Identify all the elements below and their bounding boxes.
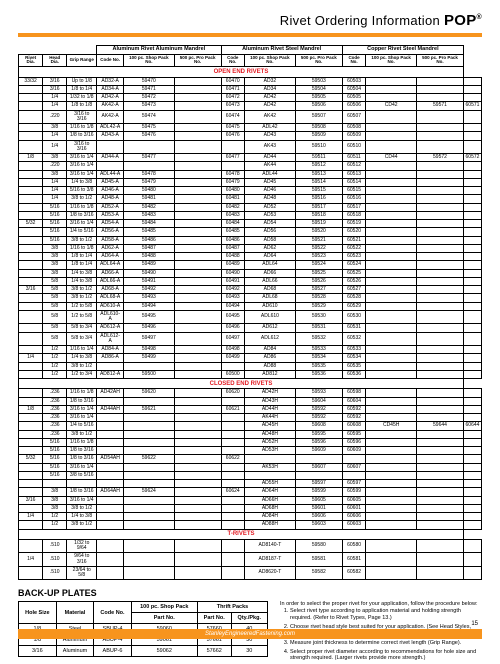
section-header: OPEN END RIVETS: [19, 67, 482, 77]
table-row: 1/23/8 to 1/2AD88H5960360603: [19, 521, 482, 529]
table-row: 5/161/8 to 3/16AD53H5960960609: [19, 447, 482, 455]
table-row: 3/83/16 to 1/4ADL44-A5947860478ADL445951…: [19, 170, 482, 178]
table-row: 3/161/8 to 1/4AD34-A5947160471AD34595046…: [19, 85, 482, 93]
page-header: Rivet Ordering Information POP®: [0, 0, 500, 33]
backup-header-row: Hole Size Material Code No. 100 pc. Shop…: [19, 602, 268, 613]
table-row: 33/323/16Up to 1/8AD32-A5947060470AD3259…: [19, 77, 482, 85]
table-row: 1/41/32 to 1/8AD42-A5947260472AD42595056…: [19, 94, 482, 102]
table-row: 5/85/8 to 3/4AD612-A5949660496AD61259531…: [19, 324, 482, 332]
table-row: .2203/16 to 1/4AK445951260512: [19, 162, 482, 170]
page-number: 15: [471, 621, 478, 627]
table-row: AD55H5959760597: [19, 480, 482, 488]
brand-logo: POP®: [444, 12, 482, 29]
section-header: CLOSED END RIVETS: [19, 379, 482, 389]
table-row: .2361/16 to 1/8AD42AH5962060620AD42H5959…: [19, 389, 482, 397]
table-row: 3/165/83/8 to 1/2AD68-A5949260492AD68595…: [19, 286, 482, 294]
table-row: .2361/8 to 3/16AD43H5960460604: [19, 397, 482, 405]
table-row: 1/8.2363/16 to 1/4AD44AH5962160621AD44H5…: [19, 405, 482, 413]
table-row: 3/16AluminumABUP-6590625766230: [19, 646, 268, 657]
table-row: 1/43/8 to 1/2AD48-A5948160481AD485951660…: [19, 195, 482, 203]
section-header: T-RIVETS: [19, 529, 482, 539]
table-row: 5/325/163/16 to 1/4AD54-A5948460484AD545…: [19, 220, 482, 228]
table-row: 5/325/161/8 to 3/16AD54AH5962260622: [19, 455, 482, 463]
table-row: 1/41/21/4 to 3/8AD84H5960660606: [19, 513, 482, 521]
table-row: 3/81/16 to 1/8ADL42-A5947560475ADL425950…: [19, 124, 482, 132]
table-row: 5/81/2 to 5/8AD610-A5949460494AD61059529…: [19, 302, 482, 310]
table-row: .51023/64 to 5/8AD8620-T5958260582: [19, 566, 482, 580]
table-row: 1/23/8 to 1/2AD885953560535: [19, 362, 482, 370]
table-row: 1/41/8 to 1/8AK42-A5947360473AD425950660…: [19, 102, 482, 110]
table-row: 3/163/83/16 to 1/4AD66H5960560605: [19, 496, 482, 504]
table-row: 5/161/4 to 5/16AD56-A5948560485AD5659520…: [19, 228, 482, 236]
table-row: 3/81/8 to 3/16AD64AH5962460624AD64H59599…: [19, 488, 482, 496]
column-header-row: Rivet Dia.Head Dia.Grip Range Code No.10…: [19, 54, 482, 66]
accent-bar: [18, 33, 482, 37]
backup-title: BACK-UP PLATES: [18, 588, 482, 598]
table-row: 5/163/8 to 1/2AD58-A5948660486AD58595216…: [19, 236, 482, 244]
table-row: 1/45/16 to 3/8AD46-A5948060480AD46595156…: [19, 187, 482, 195]
table-row: 5/83/8 to 1/2ADL68-A5949360493ADL6859528…: [19, 294, 482, 302]
table-row: 5/163/16 to 1/4AK53H5960760607: [19, 463, 482, 471]
table-row: 3/83/8 to 1/2AD68H5960160601: [19, 504, 482, 512]
footer-bar: StanleyEngineeredFastening.com: [18, 629, 482, 639]
table-row: 5/161/16 to 1/8AD52H5959660596: [19, 438, 482, 446]
table-row: 5/81/2 to 5/8ADL610-A5949560495ADL610595…: [19, 310, 482, 324]
group-header-row: Aluminum Rivet Aluminum Mandrel Aluminum…: [19, 46, 482, 55]
table-row: 1/4.5109/64 to 3/16AD8187-T5958160581: [19, 553, 482, 567]
table-row: 3/81/8 to 1/4ADL64-A5948960489ADL6459524…: [19, 261, 482, 269]
note-item: Measure joint thickness to determine cor…: [290, 640, 482, 647]
table-row: 1/43/16 to 3/16AK435951060510: [19, 140, 482, 154]
table-row: 3/81/4 to 3/8AD66-A5949060490AD665952560…: [19, 269, 482, 277]
table-row: 5/163/8 to 5/16: [19, 471, 482, 479]
table-row: .5101/32 to 9/64AD8140-T5958060580: [19, 539, 482, 553]
table-row: .2363/8 to 1/2AD48H5959560595: [19, 430, 482, 438]
table-row: 5/85/8 to 3/4ADL612-A5949760497ADL612595…: [19, 332, 482, 346]
table-row: 3/81/8 to 1/4AD64-A5948860488AD645952360…: [19, 253, 482, 261]
table-row: 1/21/16 to 1/4AD84-A5949860498AD84595336…: [19, 346, 482, 354]
table-row: 1/41/21/4 to 3/8AD86-A5949960499AD865953…: [19, 354, 482, 362]
table-row: 1/41/4 to 3/8AD45-A5947960479AD455951460…: [19, 178, 482, 186]
note-item: Select proper rivet diameter according t…: [290, 649, 482, 663]
table-row: 5/81/4 to 3/8ADL66-A5949160491ADL6659526…: [19, 277, 482, 285]
table-row: 3/81/16 to 1/8AD62-A5948760487AD62595226…: [19, 244, 482, 252]
table-row: .2363/16 to 1/4AK44H5959260592: [19, 414, 482, 422]
table-row: .2361/4 to 5/16AD45H5960860608CD45H59644…: [19, 422, 482, 430]
note-item: Select rivet type according to applicati…: [290, 608, 482, 622]
table-row: 1/83/83/16 to 1/4AD44-A5947760477AD44595…: [19, 154, 482, 162]
table-row: .2203/16 to 3/16AK42-A5947460474AK425950…: [19, 110, 482, 124]
table-row: 5/161/16 to 1/8AD52-A5948260482AD5259517…: [19, 203, 482, 211]
table-row: 5/161/8 to 3/16AD53-A5948360483AD5359518…: [19, 211, 482, 219]
rivet-table: Aluminum Rivet Aluminum Mandrel Aluminum…: [18, 45, 482, 580]
table-row: 1/21/2 to 3/4AD812-A5950060500AD81259536…: [19, 370, 482, 378]
table-row: 1/41/8 to 3/16AD43-A5947660476AD43595096…: [19, 132, 482, 140]
page-title: Rivet Ordering Information: [280, 13, 440, 28]
